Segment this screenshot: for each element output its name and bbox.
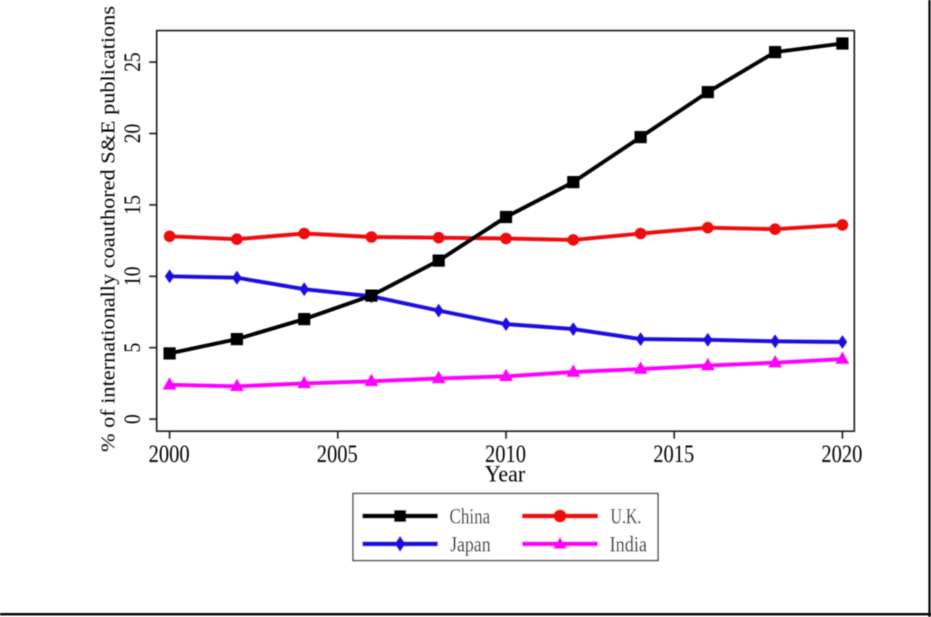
svg-text:India: India xyxy=(610,531,648,556)
svg-text:25: 25 xyxy=(120,52,146,71)
svg-text:2010: 2010 xyxy=(485,441,526,468)
svg-text:% of internationally coauthore: % of internationally coauthored S&E publ… xyxy=(98,6,120,452)
svg-text:Year: Year xyxy=(485,462,526,487)
svg-text:20: 20 xyxy=(120,124,146,143)
svg-text:2015: 2015 xyxy=(653,441,694,468)
svg-text:Japan: Japan xyxy=(450,531,491,556)
svg-text:2005: 2005 xyxy=(317,441,358,468)
svg-text:U.K.: U.K. xyxy=(611,504,642,529)
svg-text:2020: 2020 xyxy=(821,441,862,468)
svg-text:China: China xyxy=(450,504,491,529)
svg-text:10: 10 xyxy=(120,267,146,286)
svg-text:15: 15 xyxy=(120,195,146,214)
svg-text:0: 0 xyxy=(120,414,146,424)
svg-text:2000: 2000 xyxy=(149,441,190,468)
svg-text:5: 5 xyxy=(120,343,146,353)
